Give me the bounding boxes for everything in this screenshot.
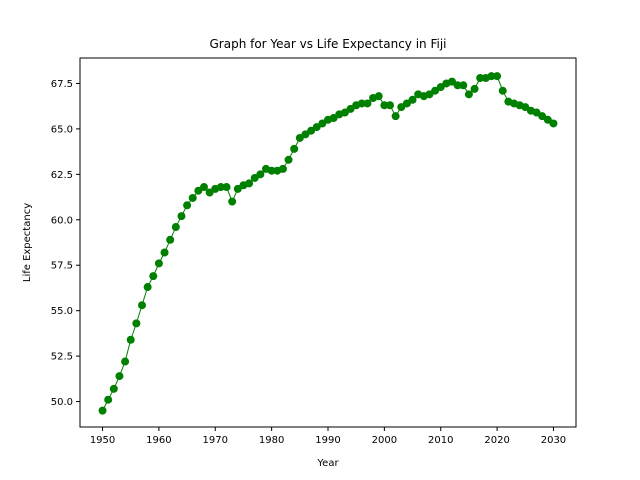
y-tick-label: 67.5 bbox=[51, 79, 73, 90]
x-tick-label: 2020 bbox=[484, 435, 509, 446]
data-point bbox=[154, 259, 163, 268]
data-point bbox=[160, 248, 169, 257]
y-tick-label: 65.0 bbox=[51, 124, 73, 135]
data-point bbox=[115, 372, 124, 381]
data-point bbox=[459, 81, 468, 90]
data-point bbox=[284, 155, 293, 164]
y-tick-label: 52.5 bbox=[51, 352, 73, 363]
data-point bbox=[228, 197, 237, 206]
data-point bbox=[98, 406, 107, 415]
data-point bbox=[363, 99, 372, 108]
data-point bbox=[177, 212, 186, 221]
data-point bbox=[380, 101, 389, 110]
y-tick-label: 50.0 bbox=[51, 397, 73, 408]
data-point bbox=[357, 99, 366, 108]
x-tick-label: 1990 bbox=[315, 435, 340, 446]
x-axis: 1950 1960 1970 1980 1990 2000 2010 2020 2030 bbox=[90, 427, 566, 446]
data-point bbox=[267, 166, 276, 175]
data-point bbox=[464, 90, 473, 99]
data-point bbox=[121, 357, 130, 366]
data-point bbox=[143, 283, 152, 292]
data-point bbox=[171, 223, 180, 232]
data-point bbox=[391, 112, 400, 121]
data-point bbox=[109, 384, 118, 393]
data-point bbox=[256, 170, 265, 179]
data-point bbox=[470, 84, 479, 93]
data-point bbox=[166, 235, 175, 244]
data-point bbox=[149, 272, 158, 281]
data-point bbox=[290, 144, 299, 153]
data-point bbox=[487, 72, 496, 81]
data-point bbox=[216, 183, 225, 192]
data-point bbox=[188, 193, 197, 202]
data-point bbox=[245, 179, 254, 188]
data-point bbox=[476, 74, 485, 82]
data-point bbox=[104, 395, 113, 404]
data-point bbox=[126, 335, 135, 344]
x-tick-label: 2000 bbox=[372, 435, 397, 446]
x-tick-label: 1980 bbox=[259, 435, 284, 446]
data-point bbox=[374, 92, 383, 101]
y-tick-label: 60.0 bbox=[51, 215, 73, 226]
y-tick-label: 57.5 bbox=[51, 261, 73, 272]
y-tick-label: 55.0 bbox=[51, 306, 73, 317]
x-tick-label: 2010 bbox=[428, 435, 453, 446]
data-point bbox=[386, 101, 394, 110]
data-point bbox=[222, 183, 231, 192]
data-point bbox=[453, 81, 462, 90]
data-point bbox=[200, 183, 208, 192]
x-tick-label: 1970 bbox=[203, 435, 228, 446]
data-point bbox=[408, 95, 417, 104]
data-point bbox=[132, 319, 141, 328]
y-axis: 50.0 52.5 55.0 57.5 60.0 62.5 65.0 67.5 bbox=[51, 79, 80, 408]
x-axis-label: Year bbox=[316, 458, 339, 469]
y-axis-label: Life Expectancy bbox=[22, 203, 33, 282]
data-point bbox=[549, 119, 558, 128]
x-tick-label: 1960 bbox=[146, 435, 171, 446]
data-point bbox=[493, 72, 502, 81]
data-point bbox=[278, 164, 287, 173]
data-point bbox=[498, 86, 507, 95]
data-point bbox=[183, 201, 192, 210]
chart-title: Graph for Year vs Life Expectancy in Fij… bbox=[209, 37, 446, 51]
y-tick-label: 62.5 bbox=[51, 170, 73, 181]
plot-area bbox=[98, 72, 558, 415]
plot-frame bbox=[79, 57, 577, 428]
x-tick-label: 1950 bbox=[90, 435, 115, 446]
data-point bbox=[138, 301, 146, 310]
x-tick-label: 2030 bbox=[541, 435, 566, 446]
